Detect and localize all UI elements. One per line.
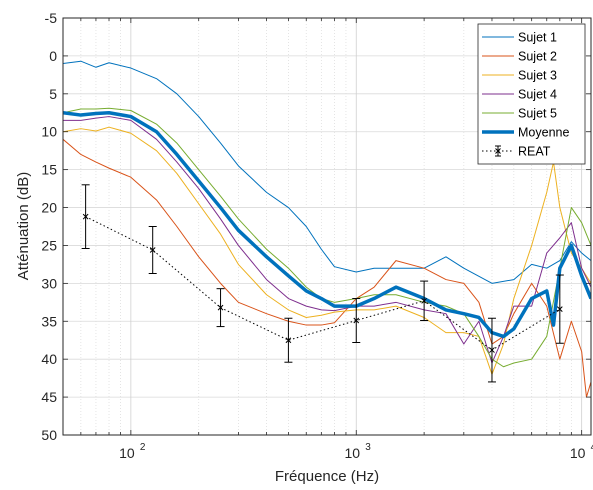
x-tick-label-exponent: 2 (140, 442, 146, 453)
data-point-marker (149, 247, 156, 253)
legend-entry: Sujet 4 (482, 88, 557, 102)
x-axis-title: Fréquence (Hz) (275, 468, 379, 485)
legend-marker (495, 148, 501, 154)
ticks: -5 0 5 10 15 20 25 30 35 40 45 50 10 2 10 3 10 4 (41, 10, 593, 461)
x-tick-label-base: 10 (344, 445, 360, 461)
data-point-marker (217, 304, 224, 311)
legend-entry: REAT (482, 145, 551, 159)
y-axis-title: Atténuation (dB) (15, 172, 32, 280)
x-tick-label: 10 3 (344, 442, 371, 461)
y-tick-label: 50 (41, 427, 57, 443)
y-tick-label: 40 (41, 351, 57, 367)
data-point-marker (285, 337, 292, 344)
y-tick-label: 10 (41, 124, 57, 140)
x-tick-label-base: 10 (119, 445, 135, 461)
y-tick-label: 20 (41, 200, 57, 216)
y-tick-label: 30 (41, 275, 57, 291)
series-sujet-2 (63, 138, 591, 398)
series-line (63, 138, 591, 398)
x-tick-label-exponent: 3 (365, 442, 371, 453)
series-reat (81, 184, 564, 383)
y-tick-label: 45 (41, 389, 57, 405)
x-tick-label-base: 10 (570, 445, 586, 461)
data-point-marker (82, 213, 89, 220)
series-line (63, 126, 591, 375)
data-point-marker (421, 297, 427, 304)
data-point-marker (489, 347, 495, 353)
data-point-marker (353, 317, 360, 324)
y-tick-label: -5 (45, 10, 58, 26)
series-layer (63, 60, 591, 398)
x-tick-label: 10 4 (570, 442, 593, 461)
y-tick-label: 5 (49, 86, 57, 102)
y-tick-label: 35 (41, 313, 57, 329)
legend-entry: Moyenne (482, 126, 569, 140)
data-point-marker (556, 306, 563, 312)
legend: Sujet 1 Sujet 2 Sujet 3 Sujet 4 Sujet 5 Moyen… (477, 23, 586, 165)
series-sujet-3 (63, 126, 591, 375)
legend-label: Sujet 4 (518, 88, 557, 102)
y-tick-label: 15 (41, 162, 57, 178)
y-tick-label: 25 (41, 237, 57, 253)
legend-label: Sujet 1 (518, 31, 557, 45)
legend-entry: Sujet 5 (482, 107, 557, 121)
series-moyenne (63, 111, 591, 339)
plot-frame (62, 17, 592, 436)
y-tick-label: 0 (49, 48, 57, 64)
x-tick-label: 10 2 (119, 442, 146, 461)
series-line (63, 60, 591, 284)
legend-label: Sujet 3 (518, 69, 557, 83)
legend-label: Sujet 5 (518, 107, 557, 121)
series-line (63, 111, 591, 339)
legend-entry: Sujet 2 (482, 50, 557, 64)
x-tick-label-exponent: 4 (591, 442, 593, 453)
legend-label: Sujet 2 (518, 50, 557, 64)
series-sujet-1 (63, 60, 591, 284)
legend-entry: Sujet 1 (482, 31, 557, 45)
legend-label: REAT (518, 145, 551, 159)
legend-entry: Sujet 3 (482, 69, 557, 83)
legend-label: Moyenne (518, 126, 569, 140)
